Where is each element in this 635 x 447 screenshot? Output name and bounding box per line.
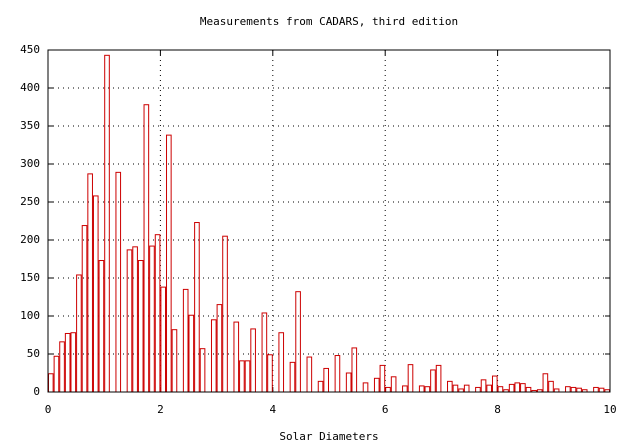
x-tick-label: 8: [494, 403, 501, 416]
x-tick-label: 10: [603, 403, 616, 416]
chart-title: Measurements from CADARS, third edition: [200, 15, 458, 28]
x-tick-label: 0: [45, 403, 52, 416]
y-tick-label: 300: [20, 157, 40, 170]
y-tick-label: 250: [20, 195, 40, 208]
y-tick-label: 200: [20, 233, 40, 246]
y-tick-label: 50: [27, 347, 40, 360]
x-axis-label: Solar Diameters: [279, 430, 378, 443]
y-tick-label: 450: [20, 43, 40, 56]
y-tick-label: 150: [20, 271, 40, 284]
x-tick-label: 4: [269, 403, 276, 416]
y-tick-label: 0: [33, 385, 40, 398]
x-tick-label: 6: [382, 403, 389, 416]
y-tick-label: 350: [20, 119, 40, 132]
y-tick-label: 100: [20, 309, 40, 322]
y-tick-label: 400: [20, 81, 40, 94]
x-tick-label: 2: [157, 403, 164, 416]
plot-frame: [47, 49, 611, 393]
